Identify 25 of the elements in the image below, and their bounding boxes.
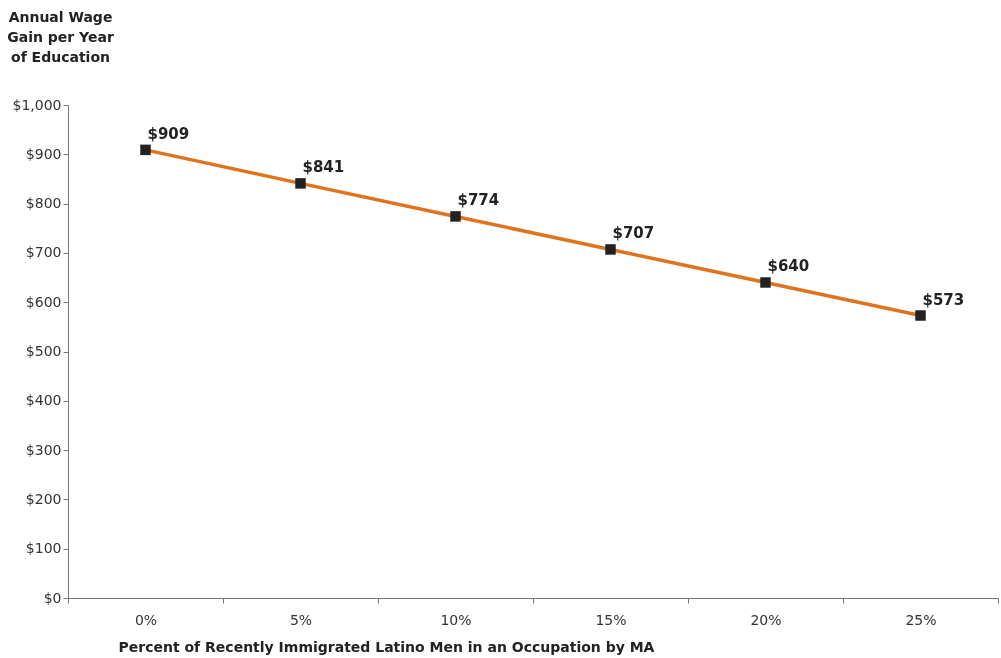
x-tick-label: 15% [595,611,627,628]
y-tick-label: $1,000 [12,96,62,113]
y-tick-label: $700 [25,244,62,261]
x-axis-title: Percent of Recently Immigrated Latino Men in an Occupation by MA [118,638,655,655]
data-label: $707 [612,224,655,243]
x-tick-label: 25% [905,611,937,628]
x-tick-label: 0% [134,611,158,628]
data-label: $573 [922,290,965,309]
y-axis-title: Annual Wage Gain per Year of Education [7,8,114,65]
y-tick-label: $800 [25,195,62,212]
data-label: $774 [457,191,500,210]
y-tick-label: $0 [43,589,62,606]
y-tick-label: $500 [25,343,62,359]
y-tick-label: $100 [25,540,62,557]
y-tick-label: $900 [25,145,62,162]
data-label: $909 [147,124,190,143]
x-tick-label: 5% [289,611,313,628]
y-tick-label: $400 [25,392,62,409]
x-tick-label: 10% [440,611,472,628]
data-label: $841 [302,158,345,177]
y-tick-label: $600 [25,293,62,310]
x-tick-label: 20% [750,611,782,628]
y-tick-label: $200 [25,490,62,507]
data-label: $640 [767,257,810,276]
y-tick-label: $300 [25,441,62,458]
